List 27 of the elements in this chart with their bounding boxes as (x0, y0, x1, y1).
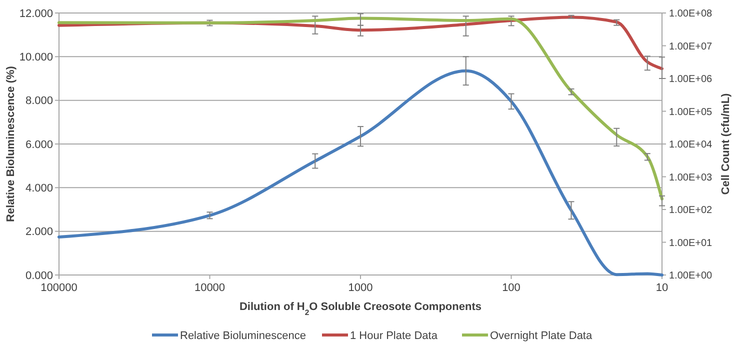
y-tick-label: 1.00E+04 (669, 140, 713, 150)
y-tick-label: 1.00E+01 (669, 238, 713, 249)
legend-label: 1 Hour Plate Data (350, 330, 438, 342)
y2-tick-label: 0.000 (25, 270, 53, 282)
y-tick-label: 1.00E+05 (669, 106, 713, 118)
legend-label: Overnight Plate Data (490, 330, 593, 342)
y-tick-label: 1.00E+08 (669, 8, 713, 20)
y2-tick-label: 10.000 (19, 52, 53, 64)
y2-tick-label: 8.000 (25, 95, 53, 108)
x-tick-label: 100 (502, 282, 520, 294)
y2-tick-label: 2.000 (25, 226, 53, 238)
legend-label: Relative Bioluminescence (180, 330, 306, 342)
x-tick-label: 10000 (194, 282, 226, 294)
y2-tick-label: 6.000 (25, 138, 53, 151)
y-tick-label: 1.00E+02 (669, 205, 713, 216)
x-tick-label: 1000 (348, 282, 373, 294)
x-tick-label: 10 (656, 282, 668, 294)
y2-tick-label: 12.000 (19, 8, 53, 20)
x-axis-title: Dilution of H$_{2}$O Soluble Creosote Components (239, 301, 482, 316)
y-tick-label: 1.00E+03 (669, 172, 713, 184)
y-axis-title: Cell Count (cfu/mL) (720, 92, 732, 195)
y-tick-label: 1.00E+06 (669, 74, 713, 85)
y-tick-label: 1.00E+07 (669, 41, 713, 52)
y2-axis-title: Relative Bioluminescence (%) (5, 66, 17, 222)
x-tick-label: 100000 (40, 282, 78, 294)
y2-tick-label: 4.000 (25, 182, 53, 195)
y-tick-label: 1.00E+00 (669, 270, 713, 282)
